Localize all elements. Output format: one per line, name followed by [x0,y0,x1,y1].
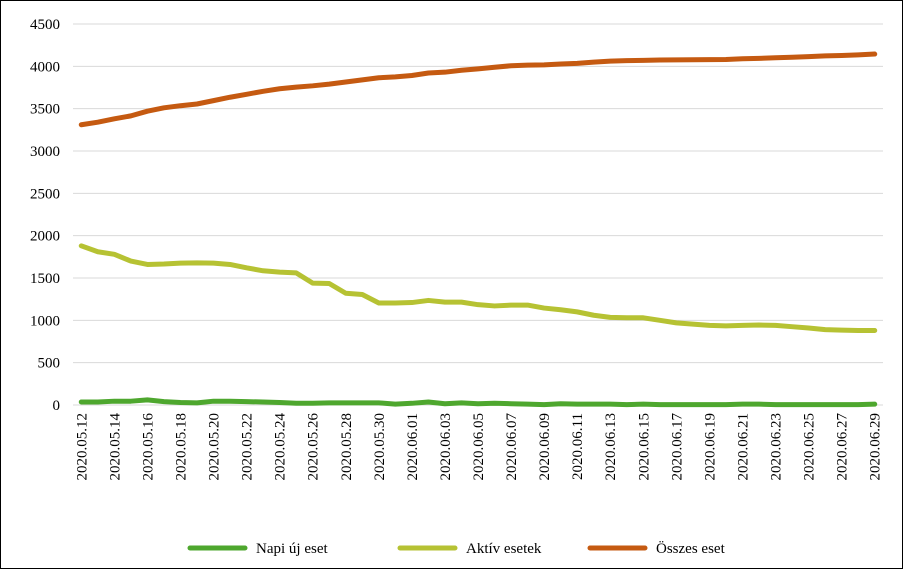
x-tick-label: 2020.06.29 [868,413,884,481]
x-tick-label: 2020.06.01 [405,413,421,481]
y-tick-label: 1000 [30,313,60,329]
x-tick-label: 2020.05.22 [240,413,256,481]
y-tick-label: 0 [53,398,61,414]
x-tick-label: 2020.05.16 [140,413,156,481]
y-tick-label: 2500 [30,186,60,202]
x-tick-label: 2020.06.19 [702,413,718,481]
x-tick-label: 2020.06.23 [769,413,785,481]
x-tick-label: 2020.05.18 [173,413,189,481]
line-series [78,51,878,128]
line-series [78,243,878,333]
x-tick-label: 2020.05.20 [207,413,223,481]
x-tick-label: 2020.06.15 [636,413,652,481]
y-tick-label: 4500 [30,17,60,33]
legend-label: Aktív esetek [466,541,542,557]
x-tick-label: 2020.05.14 [107,413,123,481]
x-tick-label: 2020.06.07 [504,413,520,481]
y-tick-label: 3500 [30,102,60,118]
x-tick-label: 2020.05.30 [372,413,388,481]
legend-label: Napi új eset [256,541,328,557]
x-tick-label: 2020.06.27 [835,413,851,481]
x-tick-label: 2020.06.25 [802,413,818,481]
x-tick-label: 2020.06.13 [603,413,619,481]
x-tick-label: 2020.05.26 [306,413,322,481]
line-series [78,397,878,408]
x-tick-label: 2020.06.03 [438,413,454,481]
y-tick-label: 3000 [30,144,60,160]
y-tick-label: 500 [38,356,61,372]
y-tick-label: 2000 [30,229,60,245]
y-tick-label: 4000 [30,59,60,75]
x-tick-label: 2020.05.28 [339,413,355,481]
x-tick-label: 2020.06.21 [735,413,751,481]
x-tick-label: 2020.05.24 [273,413,289,481]
x-tick-label: 2020.06.09 [537,413,553,481]
x-tick-label: 2020.06.05 [471,413,487,481]
x-tick-label: 2020.05.12 [74,413,90,481]
x-tick-label: 2020.06.17 [669,413,685,481]
y-tick-label: 1500 [30,271,60,287]
legend-label: Összes eset [656,540,726,557]
x-tick-label: 2020.06.11 [570,413,586,480]
